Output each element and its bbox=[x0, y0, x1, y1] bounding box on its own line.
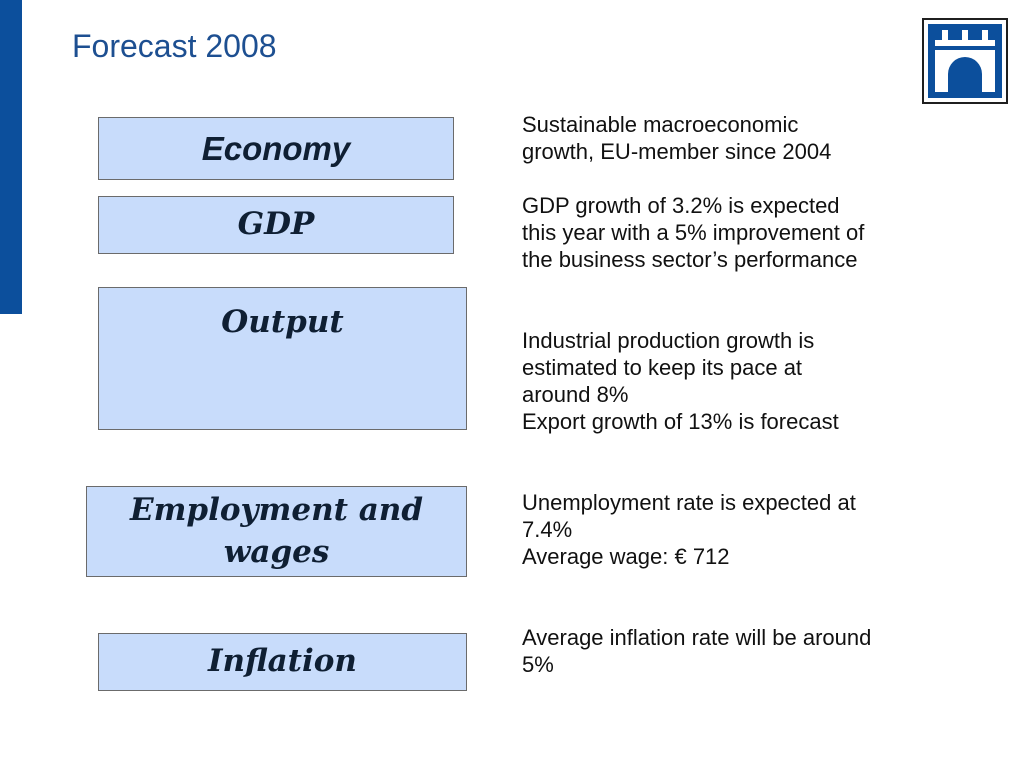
description-line: 5% bbox=[522, 652, 554, 677]
description-line: around 8% bbox=[522, 382, 629, 407]
topic-label-gdp: GDP bbox=[237, 206, 315, 243]
description-economy: Sustainable macroeconomic growth, EU-mem… bbox=[522, 111, 831, 165]
description-line: the business sector’s performance bbox=[522, 247, 858, 272]
topic-label-employment-line1: Employment and bbox=[129, 491, 424, 528]
description-employment: Unemployment rate is expected at 7.4% Av… bbox=[522, 489, 856, 570]
topic-box-gdp: GDP bbox=[98, 196, 454, 254]
topic-label-employment-line2: wages bbox=[223, 533, 330, 570]
description-line: Sustainable macroeconomic bbox=[522, 112, 799, 137]
topic-label-economy: Economy bbox=[201, 129, 351, 167]
slide-title: Forecast 2008 bbox=[72, 28, 277, 64]
description-line: Average wage: € 712 bbox=[522, 544, 730, 569]
topic-label-inflation: Inflation bbox=[208, 643, 357, 680]
left-accent-bar bbox=[0, 0, 22, 314]
description-line: 7.4% bbox=[522, 517, 573, 542]
topic-label-output: Output bbox=[221, 304, 344, 340]
description-output: Industrial production growth is estimate… bbox=[522, 327, 839, 435]
description-line: growth, EU-member since 2004 bbox=[522, 139, 832, 164]
description-gdp: GDP growth of 3.2% is expected this year… bbox=[522, 192, 864, 273]
description-line: Unemployment rate is expected at bbox=[522, 490, 856, 515]
description-line: Industrial production growth is bbox=[522, 328, 815, 353]
description-inflation: Average inflation rate will be around 5% bbox=[522, 624, 871, 678]
topic-box-output: Output bbox=[98, 287, 467, 430]
topic-box-inflation: Inflation bbox=[98, 633, 467, 691]
topic-box-employment: Employment and wages bbox=[86, 486, 467, 577]
description-line: Average inflation rate will be around bbox=[522, 625, 872, 650]
description-line: estimated to keep its pace at bbox=[522, 355, 803, 380]
topic-box-economy: Economy bbox=[98, 117, 454, 180]
description-line: this year with a 5% improvement of bbox=[522, 220, 865, 245]
bridge-logo-icon bbox=[922, 18, 1008, 104]
description-line: Export growth of 13% is forecast bbox=[522, 409, 839, 434]
description-line: GDP growth of 3.2% is expected bbox=[522, 193, 840, 218]
